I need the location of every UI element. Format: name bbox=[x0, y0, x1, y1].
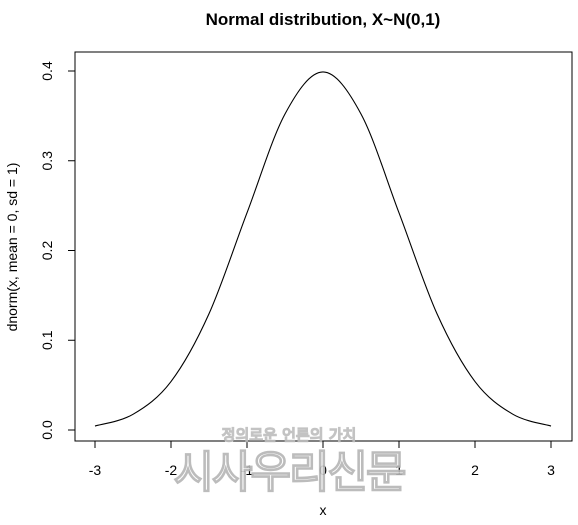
chart-title: Normal distribution, X~N(0,1) bbox=[206, 10, 441, 29]
x-tick-label: 1 bbox=[395, 462, 403, 478]
y-axis-label: dnorm(x, mean = 0, sd = 1) bbox=[4, 163, 20, 332]
y-tick-label: 0.1 bbox=[39, 330, 55, 350]
x-tick-label: -2 bbox=[165, 462, 178, 478]
plot-frame bbox=[74, 51, 573, 442]
watermark: 정의로운 언론의 가치 시사우리신문 bbox=[173, 426, 408, 499]
x-axis-label: x bbox=[320, 502, 327, 518]
watermark-slogan: 정의로운 언론의 가치 bbox=[222, 426, 357, 444]
x-tick-label: 3 bbox=[547, 462, 555, 478]
y-tick-label: 0.2 bbox=[39, 241, 55, 261]
density-curve bbox=[94, 71, 552, 427]
x-tick-label: -3 bbox=[89, 462, 102, 478]
x-axis: -3 -2 -1 0 1 2 3 bbox=[89, 440, 555, 478]
x-tick-label: 2 bbox=[471, 462, 479, 478]
y-tick-label: 0.4 bbox=[39, 61, 55, 81]
watermark-logo: 시사우리신문 bbox=[174, 447, 405, 498]
y-axis: 0.0 0.1 0.2 0.3 0.4 bbox=[39, 61, 76, 440]
x-tick-label: 0 bbox=[319, 462, 327, 478]
y-tick-label: 0.0 bbox=[39, 420, 55, 440]
y-tick-label: 0.3 bbox=[39, 151, 55, 171]
x-tick-label: -1 bbox=[241, 462, 254, 478]
